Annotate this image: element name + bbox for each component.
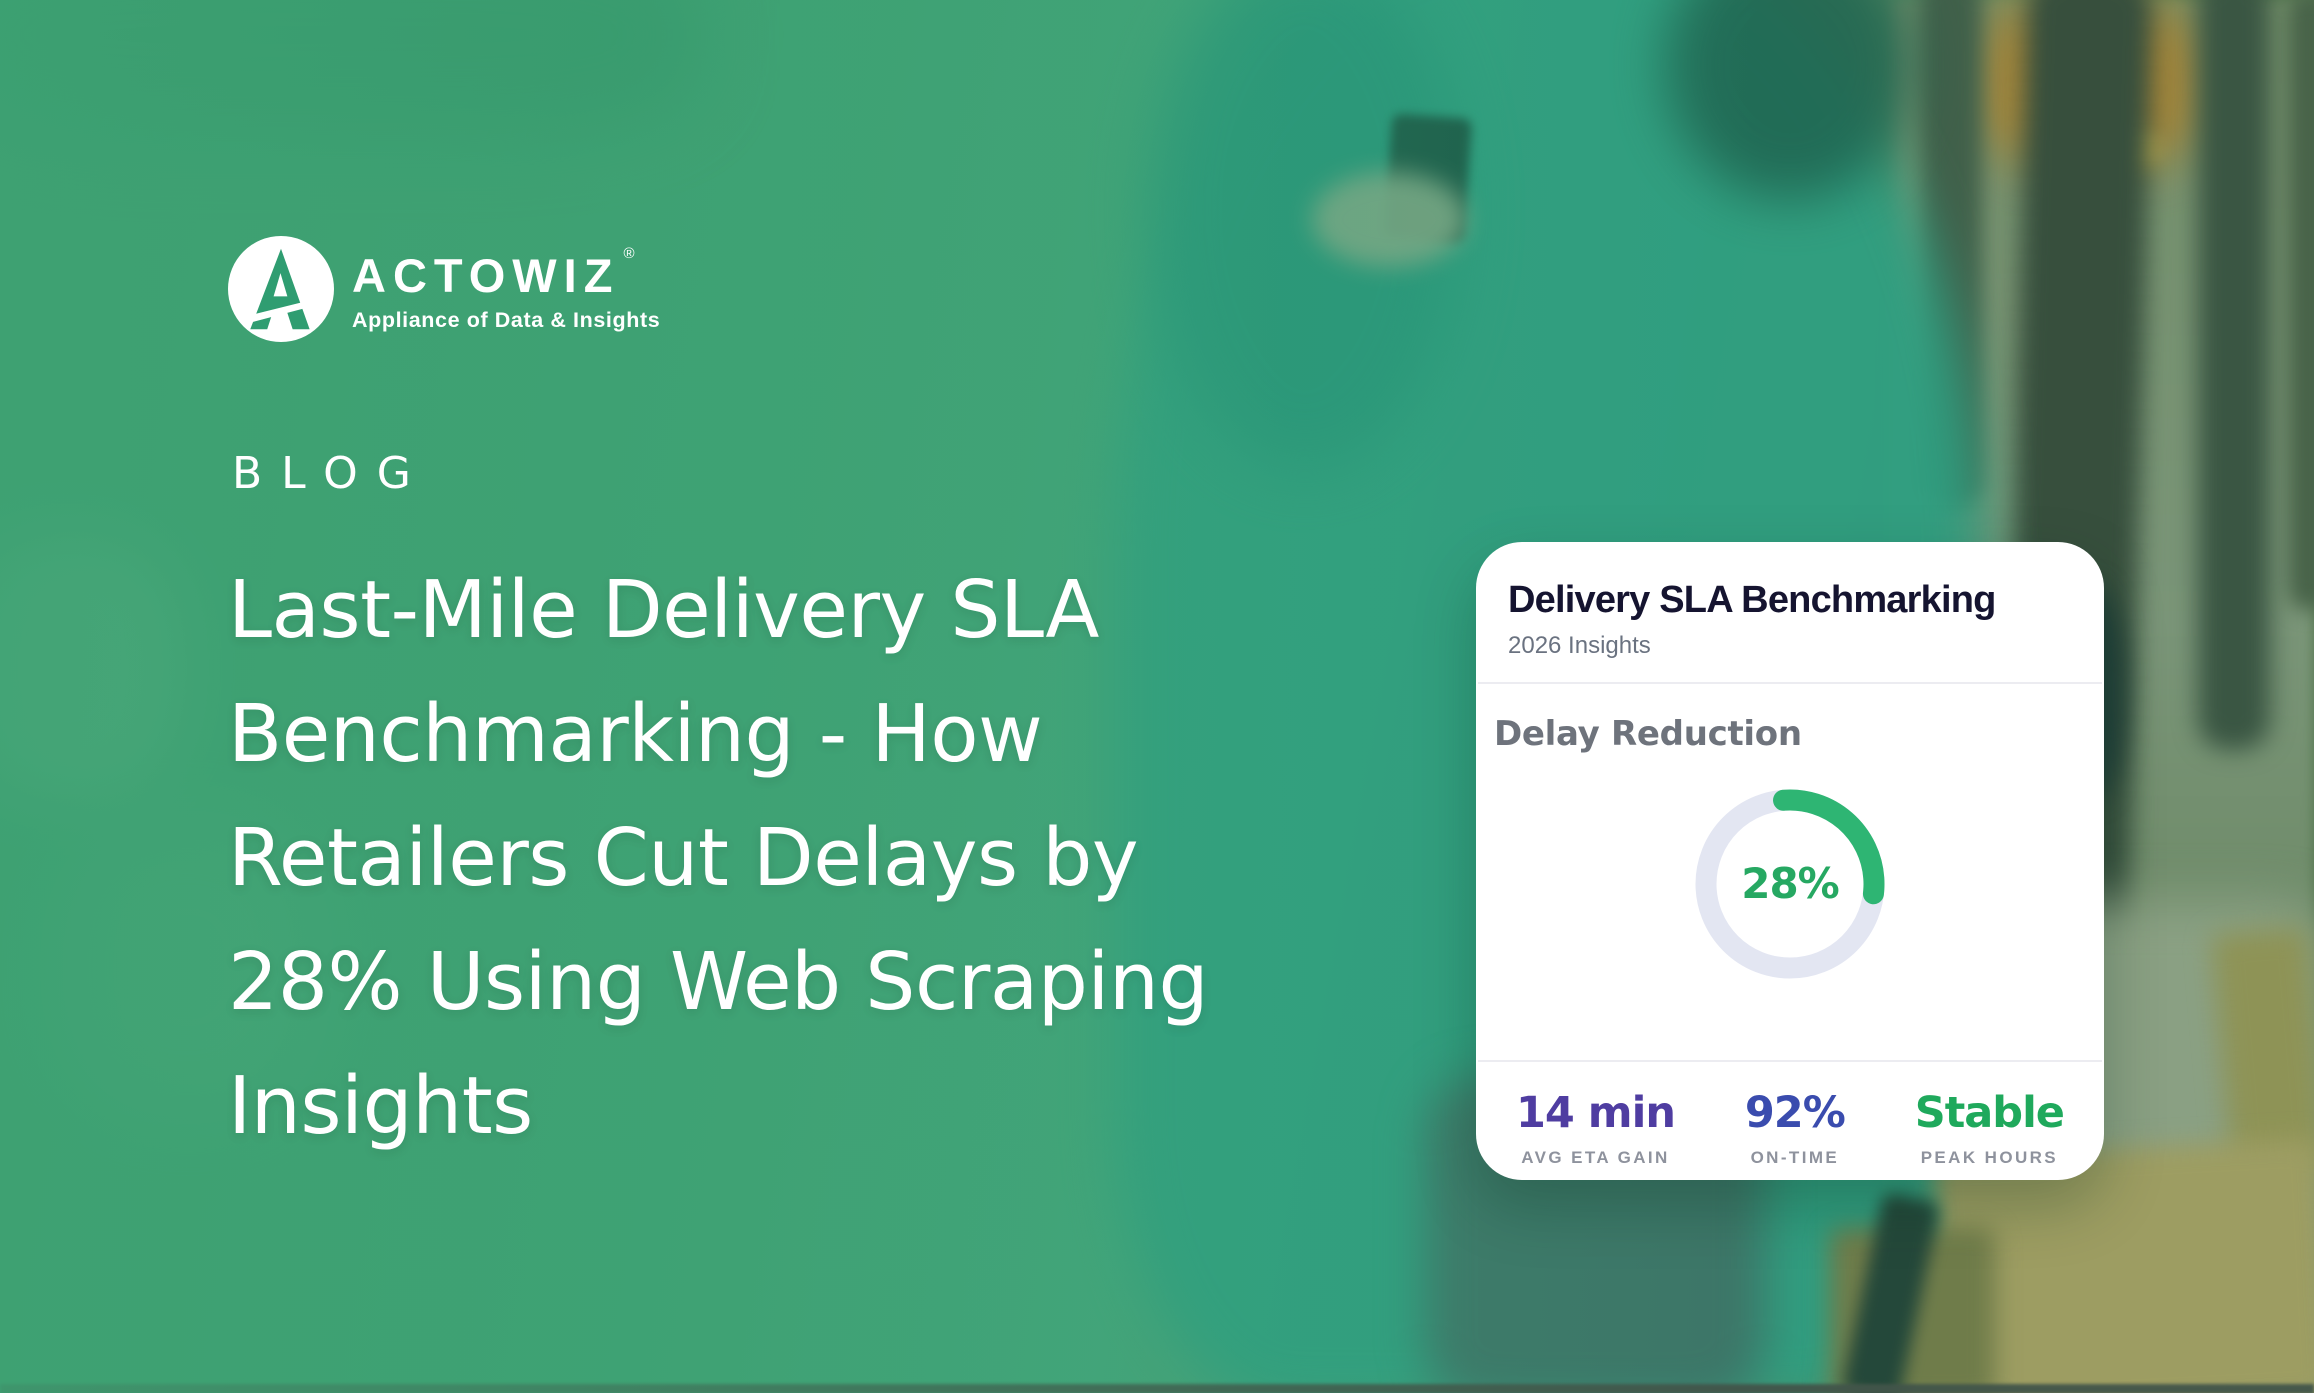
article-title-line: Benchmarking - How <box>228 688 1043 780</box>
registered-mark: ® <box>623 245 635 262</box>
article-title-line: Last-Mile Delivery SLA <box>228 564 1099 656</box>
delay-reduction-donut-chart: 28% <box>1690 784 1890 984</box>
article-title-line: Insights <box>228 1060 533 1152</box>
card-divider <box>1478 1059 2102 1062</box>
stat-label: ON-TIME <box>1750 1147 1840 1167</box>
brand-tagline: Appliance of Data & Insights <box>352 308 661 332</box>
brand-name: ACTOWIZ <box>352 249 620 302</box>
donut-arc <box>1695 789 1885 979</box>
stat-label: PEAK HOURS <box>1920 1147 2059 1167</box>
stat-value: 92% <box>1744 1087 1846 1138</box>
card-title: Delivery SLA Benchmarking <box>1508 579 1996 621</box>
stat-on-time: 92% ON-TIME <box>1730 1087 1860 1168</box>
sla-benchmark-card: Delivery SLA Benchmarking 2026 Insights … <box>1476 542 2104 1180</box>
actowiz-logo: ACTOWIZ ® Appliance of Data & Insights <box>228 236 660 342</box>
donut-section-label: Delay Reduction <box>1494 713 1802 754</box>
actowiz-monogram-icon <box>228 236 334 342</box>
article-title-line: Retailers Cut Delays by <box>228 812 1139 904</box>
article-title-line: 28% Using Web Scraping <box>228 936 1209 1028</box>
donut-center-value: 28% <box>1741 859 1840 909</box>
card-header: Delivery SLA Benchmarking 2026 Insights <box>1476 542 2104 660</box>
stat-value: Stable <box>1914 1087 2065 1138</box>
stat-label: AVG ETA GAIN <box>1521 1147 1670 1167</box>
logo-text-block: ACTOWIZ ® Appliance of Data & Insights <box>352 236 660 333</box>
article-title: Last-Mile Delivery SLA Benchmarking - Ho… <box>228 548 1209 1168</box>
stat-peak-hours: Stable PEAK HOURS <box>1914 1087 2065 1168</box>
card-subtitle: 2026 Insights <box>1508 631 1651 659</box>
stat-value: 14 min <box>1516 1087 1676 1138</box>
stats-row: 14 min AVG ETA GAIN 92% ON-TIME Stable P… <box>1476 1062 2104 1168</box>
blog-kicker: BLOG <box>232 448 430 499</box>
card-divider <box>1478 681 2102 684</box>
stat-avg-eta-gain: 14 min AVG ETA GAIN <box>1516 1087 1676 1168</box>
